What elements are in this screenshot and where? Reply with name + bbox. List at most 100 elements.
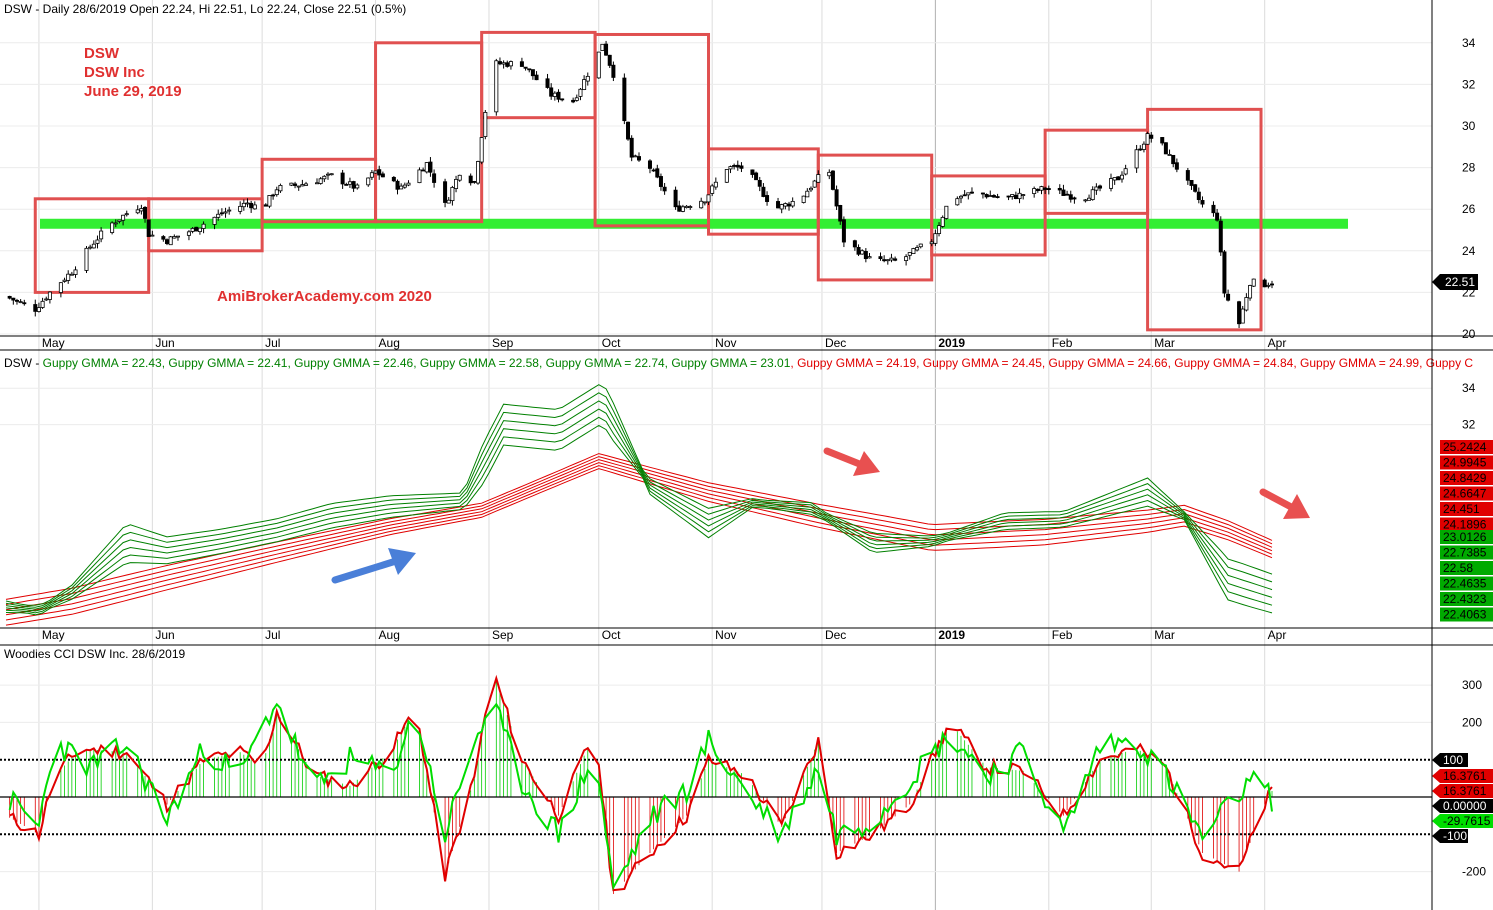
- candle-body: [117, 219, 122, 222]
- candle-body: [937, 225, 942, 234]
- cci-line: [9, 674, 1273, 892]
- candle-body: [1046, 188, 1051, 191]
- candle-body: [1167, 154, 1172, 156]
- month-label: Nov: [715, 336, 736, 350]
- candle-body: [1244, 297, 1249, 311]
- gmma-short-line: [5, 384, 1273, 606]
- candle-body: [91, 243, 96, 249]
- price-tick-label: 28: [1462, 161, 1476, 175]
- cci-tag-red-a: 16.3761: [1432, 769, 1493, 783]
- candle-body: [907, 252, 912, 256]
- candle-body: [783, 203, 788, 207]
- candle-body: [830, 170, 835, 190]
- consolidation-box: [593, 32, 711, 228]
- month-label: Feb: [1052, 628, 1073, 642]
- candle-body: [271, 194, 276, 197]
- candle-body: [611, 64, 616, 78]
- candle-body: [36, 307, 41, 312]
- candle-body: [984, 194, 989, 198]
- gmma-short-line: [5, 424, 1273, 616]
- cci-tag-red-b: 16.3761: [1432, 784, 1493, 798]
- candle-body: [761, 186, 766, 197]
- candle-body: [1222, 251, 1227, 294]
- candle-body: [904, 256, 909, 261]
- gmma-green-tag: [1440, 530, 1493, 544]
- candle-body: [571, 99, 576, 103]
- candle-body: [790, 200, 795, 207]
- candle-body: [688, 206, 693, 208]
- candle-body: [860, 250, 865, 255]
- candle-body: [801, 195, 806, 203]
- candle-body: [556, 91, 561, 100]
- candle-body: [710, 185, 715, 194]
- candle-body: [1090, 189, 1095, 201]
- candle-body: [73, 269, 78, 275]
- candle-body: [1061, 189, 1066, 196]
- candle-body: [552, 92, 557, 97]
- month-label: Aug: [379, 336, 400, 350]
- candle-body: [278, 185, 283, 192]
- candle-body: [1109, 178, 1114, 189]
- gmma-red-tag-label: 24.1896: [1443, 518, 1487, 532]
- candle-body: [1068, 194, 1073, 200]
- candle-body: [355, 184, 360, 189]
- candle-body: [1215, 212, 1220, 221]
- candle-body: [812, 180, 817, 188]
- gmma-panel-header: DSW - Guppy GMMA = 22.43, Guppy GMMA = 2…: [4, 356, 1473, 370]
- candle-body: [399, 185, 404, 190]
- candle-body: [1185, 170, 1190, 181]
- ticker-label: DSW: [84, 45, 120, 62]
- gmma-long-line: [5, 465, 1273, 621]
- gmma-red-tag-label: 24.9945: [1443, 456, 1487, 470]
- candle-body: [227, 209, 232, 212]
- last-price-label: 22.51: [1445, 275, 1475, 289]
- candle-body: [1262, 279, 1267, 288]
- candle-body: [856, 246, 861, 255]
- candle-body: [582, 79, 587, 90]
- candle-body: [406, 182, 411, 186]
- candle-body: [677, 205, 682, 212]
- candle-body: [1251, 278, 1256, 287]
- candle-body: [18, 301, 23, 304]
- cci-panel: -200 200 300 Woodies CCI DSW Inc. 28/6/201…: [0, 647, 1493, 894]
- gmma-header-item: , Guppy GMMA = 24.99: [1293, 356, 1419, 370]
- candle-body: [424, 162, 429, 173]
- blue-arrow-icon: [331, 548, 416, 584]
- price-month-labels: May Jun Jul Aug Sep Oct Nov Dec 2019 Feb Mar Apr: [42, 336, 1286, 350]
- candle-body: [754, 172, 759, 181]
- candle-body: [373, 170, 378, 174]
- candle-body: [882, 259, 887, 262]
- candle-body: [1200, 200, 1205, 205]
- candle-body: [915, 247, 920, 251]
- cci-tag-a-label: 16.3761: [1443, 769, 1487, 783]
- candle-body: [878, 256, 883, 260]
- candle-body: [1160, 137, 1165, 144]
- candle-body: [1141, 143, 1146, 150]
- candle-body: [164, 239, 169, 244]
- candle-body: [911, 248, 916, 254]
- candle-body: [99, 230, 104, 240]
- candle-body: [22, 302, 27, 305]
- candle-body: [585, 75, 590, 82]
- month-label: Jul: [265, 628, 280, 642]
- candle-body: [808, 187, 813, 191]
- candle-body: [918, 243, 923, 248]
- gmma-green-tag-label: 22.7385: [1443, 546, 1487, 560]
- candle-body: [739, 165, 744, 169]
- candle-body: [391, 176, 396, 182]
- candle-body: [47, 291, 52, 300]
- month-label: Sep: [492, 628, 514, 642]
- candle-body: [966, 192, 971, 196]
- candle-body: [629, 137, 634, 158]
- candle-body: [944, 205, 949, 219]
- candle-body: [14, 299, 19, 302]
- candle-body: [607, 54, 612, 66]
- gmma-header-item: , Guppy C: [1419, 356, 1473, 370]
- month-label: Dec: [825, 628, 846, 642]
- candle-body: [519, 61, 524, 67]
- candle-body: [223, 211, 228, 214]
- candle-body: [402, 184, 407, 188]
